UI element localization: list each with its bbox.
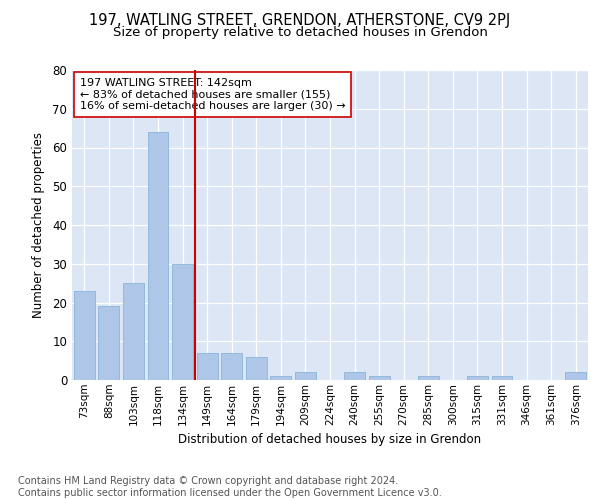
Y-axis label: Number of detached properties: Number of detached properties — [32, 132, 46, 318]
Bar — [246, 357, 267, 380]
Bar — [418, 376, 439, 380]
Text: 197 WATLING STREET: 142sqm
← 83% of detached houses are smaller (155)
16% of sem: 197 WATLING STREET: 142sqm ← 83% of deta… — [80, 78, 346, 111]
Text: Contains HM Land Registry data © Crown copyright and database right 2024.
Contai: Contains HM Land Registry data © Crown c… — [18, 476, 442, 498]
Bar — [197, 353, 218, 380]
Text: 197, WATLING STREET, GRENDON, ATHERSTONE, CV9 2PJ: 197, WATLING STREET, GRENDON, ATHERSTONE… — [89, 12, 511, 28]
Bar — [344, 372, 365, 380]
Text: Size of property relative to detached houses in Grendon: Size of property relative to detached ho… — [113, 26, 487, 39]
Bar — [98, 306, 119, 380]
Bar — [148, 132, 169, 380]
Bar — [74, 291, 95, 380]
Bar — [172, 264, 193, 380]
Bar — [295, 372, 316, 380]
Bar — [271, 376, 292, 380]
Bar — [221, 353, 242, 380]
Bar — [491, 376, 512, 380]
Bar — [368, 376, 389, 380]
Bar — [123, 283, 144, 380]
Bar — [565, 372, 586, 380]
Bar — [467, 376, 488, 380]
X-axis label: Distribution of detached houses by size in Grendon: Distribution of detached houses by size … — [178, 433, 482, 446]
